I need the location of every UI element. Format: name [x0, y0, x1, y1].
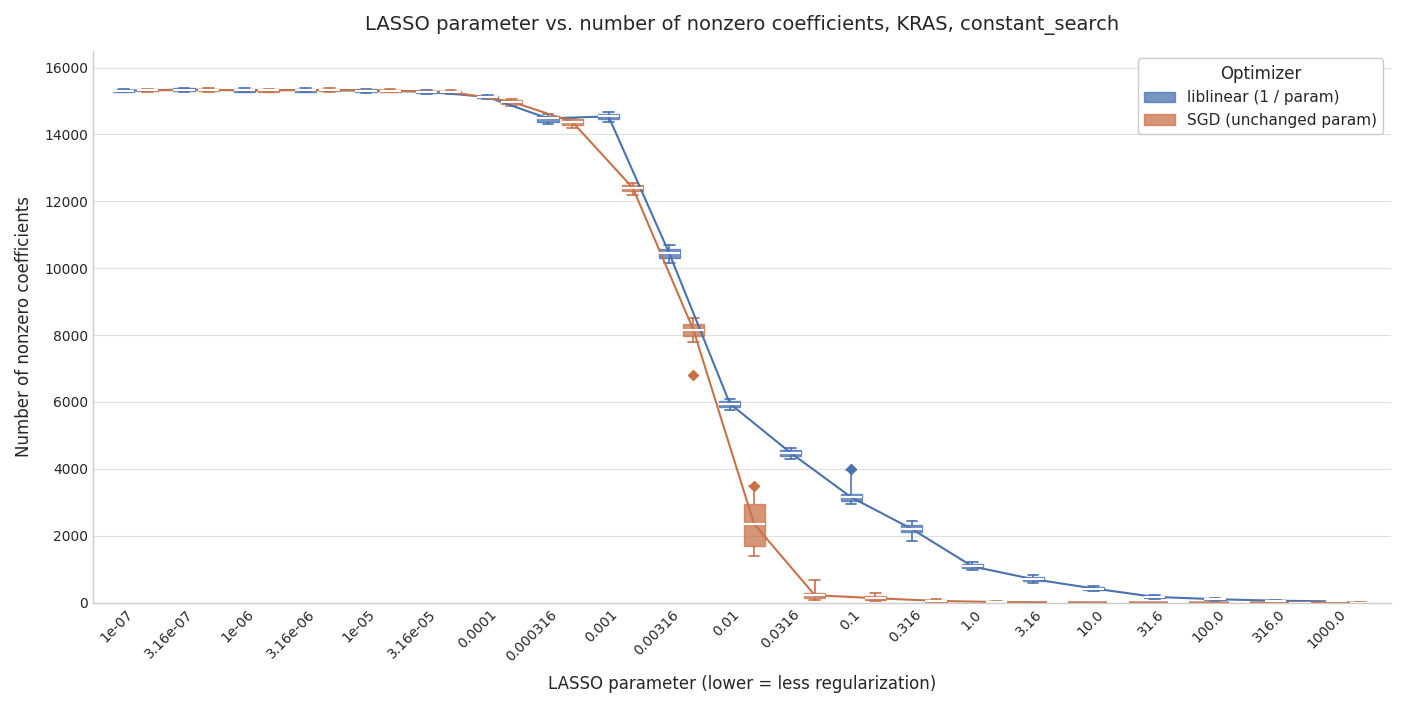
PathPatch shape: [356, 89, 377, 92]
PathPatch shape: [198, 89, 219, 91]
PathPatch shape: [1265, 600, 1286, 601]
PathPatch shape: [986, 602, 1007, 603]
PathPatch shape: [925, 600, 946, 602]
PathPatch shape: [136, 89, 159, 91]
PathPatch shape: [112, 90, 134, 91]
PathPatch shape: [962, 564, 983, 569]
PathPatch shape: [901, 525, 922, 532]
PathPatch shape: [416, 91, 437, 93]
PathPatch shape: [744, 504, 765, 546]
PathPatch shape: [440, 91, 461, 93]
PathPatch shape: [780, 450, 801, 456]
PathPatch shape: [1022, 577, 1043, 581]
PathPatch shape: [623, 185, 644, 191]
PathPatch shape: [804, 593, 825, 598]
PathPatch shape: [561, 120, 582, 125]
PathPatch shape: [598, 114, 619, 120]
Legend: liblinear (1 / param), SGD (unchanged param): liblinear (1 / param), SGD (unchanged pa…: [1139, 59, 1384, 134]
X-axis label: LASSO parameter (lower = less regularization): LASSO parameter (lower = less regulariza…: [548, 675, 936, 693]
PathPatch shape: [1205, 598, 1226, 600]
PathPatch shape: [683, 324, 704, 336]
PathPatch shape: [233, 89, 256, 91]
PathPatch shape: [1083, 587, 1104, 590]
PathPatch shape: [1144, 596, 1166, 598]
PathPatch shape: [319, 89, 340, 91]
PathPatch shape: [380, 90, 401, 91]
PathPatch shape: [537, 115, 558, 122]
PathPatch shape: [658, 249, 681, 258]
PathPatch shape: [841, 494, 862, 501]
Title: LASSO parameter vs. number of nonzero coefficients, KRAS, constant_search: LASSO parameter vs. number of nonzero co…: [366, 15, 1119, 35]
Y-axis label: Number of nonzero coefficients: Number of nonzero coefficients: [15, 196, 32, 457]
PathPatch shape: [865, 596, 886, 600]
PathPatch shape: [259, 89, 280, 91]
PathPatch shape: [720, 401, 741, 407]
PathPatch shape: [173, 88, 194, 91]
PathPatch shape: [295, 88, 316, 91]
PathPatch shape: [501, 100, 522, 103]
PathPatch shape: [477, 96, 498, 98]
